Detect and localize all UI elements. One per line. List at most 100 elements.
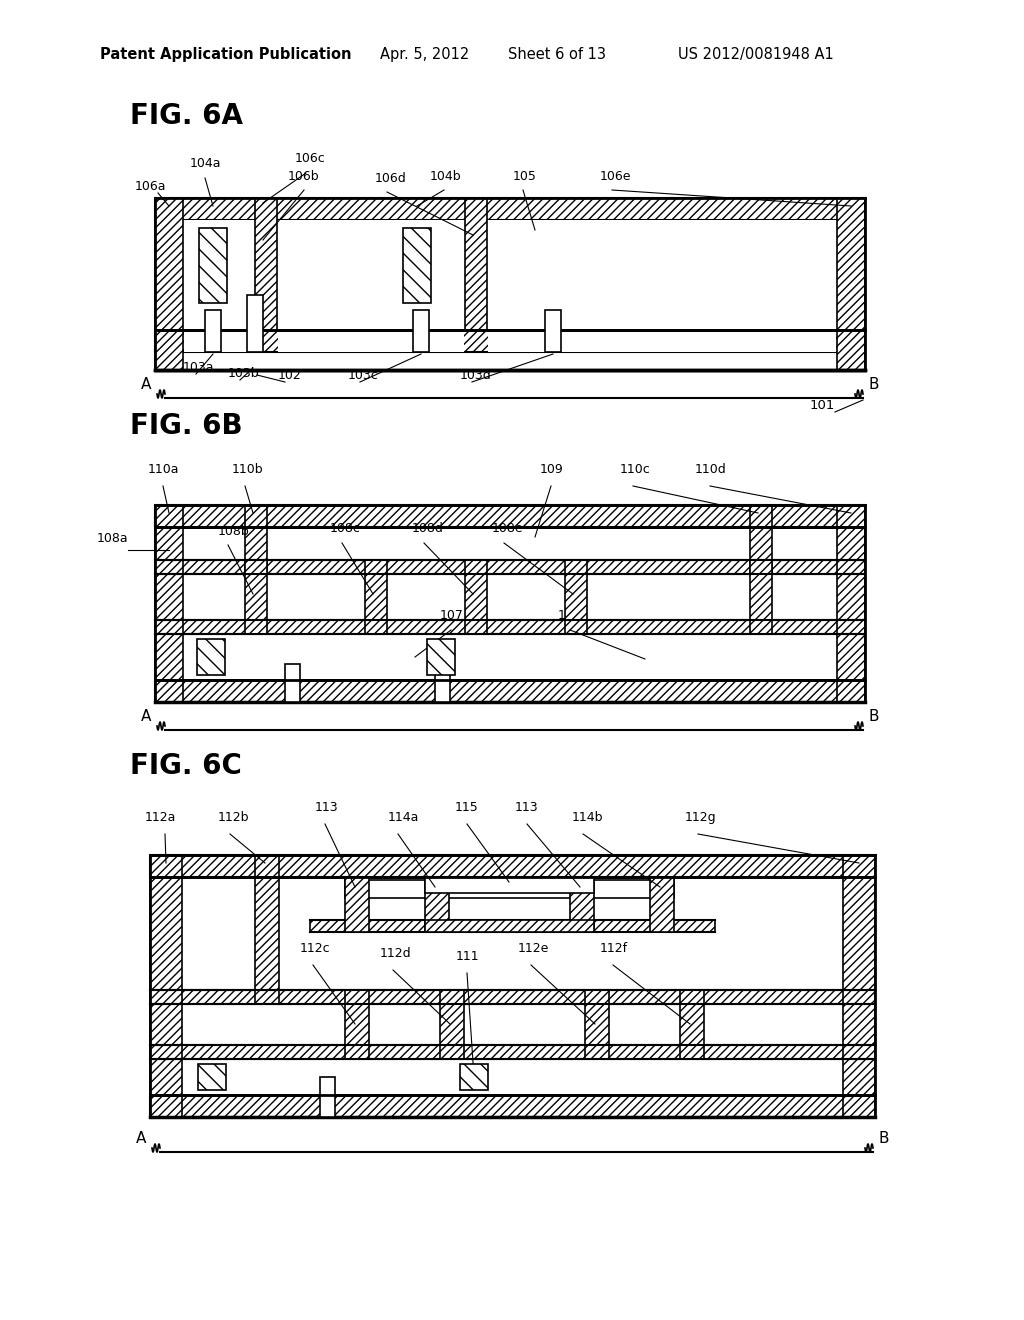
Text: B: B — [878, 1131, 889, 1146]
Bar — [184, 635, 244, 678]
Text: A: A — [141, 709, 152, 723]
Bar — [440, 990, 464, 1059]
Text: 108d: 108d — [412, 521, 443, 535]
Text: 103c: 103c — [348, 370, 379, 381]
Bar — [435, 664, 450, 702]
Text: 106c: 106c — [295, 152, 326, 165]
Text: 113: 113 — [515, 801, 539, 814]
Bar — [460, 1064, 488, 1090]
Bar — [680, 990, 705, 1059]
Text: 114a: 114a — [388, 810, 420, 824]
Text: FIG. 6C: FIG. 6C — [130, 752, 242, 780]
Text: 107: 107 — [440, 609, 464, 622]
Bar — [310, 920, 715, 932]
Text: Patent Application Publication: Patent Application Publication — [100, 48, 351, 62]
Bar — [843, 855, 874, 1117]
Bar — [425, 876, 449, 932]
Bar — [245, 506, 267, 574]
Text: A: A — [136, 1131, 146, 1146]
Bar — [319, 1077, 335, 1117]
Bar — [465, 198, 487, 330]
Bar — [155, 620, 865, 634]
Bar — [488, 330, 836, 352]
Bar — [773, 635, 836, 678]
Bar — [545, 310, 561, 352]
Text: 110a: 110a — [148, 463, 179, 477]
Bar — [750, 560, 772, 634]
Text: 111: 111 — [456, 950, 479, 964]
Bar — [488, 635, 564, 678]
Text: Apr. 5, 2012: Apr. 5, 2012 — [380, 48, 469, 62]
Text: 108e: 108e — [492, 521, 523, 535]
Bar — [155, 198, 183, 370]
Bar — [150, 855, 182, 1117]
Text: A: A — [141, 378, 152, 392]
Text: 105: 105 — [513, 170, 537, 183]
Bar — [403, 228, 431, 304]
Bar — [184, 330, 254, 352]
Bar — [268, 635, 364, 678]
Text: B: B — [868, 709, 879, 723]
Text: 108c: 108c — [330, 521, 360, 535]
Bar — [247, 294, 263, 352]
Bar — [156, 220, 864, 330]
Bar — [155, 198, 865, 220]
Bar — [245, 560, 267, 634]
Text: 103d: 103d — [460, 370, 492, 381]
Text: 106b: 106b — [288, 170, 319, 183]
Text: 112e: 112e — [518, 942, 549, 954]
Bar — [278, 330, 464, 352]
Text: Sheet 6 of 13: Sheet 6 of 13 — [508, 48, 606, 62]
Bar — [585, 990, 609, 1059]
Bar — [345, 880, 674, 898]
Bar — [150, 990, 874, 1005]
Text: 106e: 106e — [600, 170, 632, 183]
Bar — [155, 560, 865, 574]
Bar — [413, 310, 429, 352]
Text: 106d: 106d — [375, 172, 407, 185]
Text: 108f: 108f — [558, 609, 587, 622]
Text: 106a: 106a — [135, 180, 167, 193]
Text: 112c: 112c — [300, 942, 331, 954]
Bar — [837, 506, 865, 702]
Text: 110b: 110b — [232, 463, 263, 477]
Text: 108b: 108b — [218, 525, 250, 539]
Text: 113: 113 — [315, 801, 339, 814]
Text: 108a: 108a — [96, 532, 128, 545]
Text: FIG. 6A: FIG. 6A — [130, 102, 243, 129]
Text: 112g: 112g — [685, 810, 717, 824]
Bar — [570, 876, 594, 932]
Bar — [151, 876, 874, 920]
Bar — [425, 876, 594, 894]
Text: 110c: 110c — [620, 463, 650, 477]
Bar — [150, 855, 874, 876]
Text: 102: 102 — [278, 370, 302, 381]
Bar — [465, 560, 487, 634]
Text: US 2012/0081948 A1: US 2012/0081948 A1 — [678, 48, 834, 62]
Bar — [345, 990, 369, 1059]
Bar — [837, 198, 865, 370]
Bar — [151, 1059, 874, 1096]
Text: 103a: 103a — [183, 360, 214, 374]
Bar — [183, 1005, 254, 1044]
Text: 112d: 112d — [380, 946, 412, 960]
Text: 101: 101 — [810, 399, 836, 412]
Text: 112a: 112a — [145, 810, 176, 824]
Bar — [155, 506, 865, 527]
Bar — [565, 560, 587, 634]
Bar — [427, 639, 455, 675]
Bar — [155, 506, 183, 702]
Bar — [425, 920, 594, 932]
Text: B: B — [868, 378, 879, 392]
Bar — [198, 1064, 226, 1090]
Text: 114b: 114b — [572, 810, 603, 824]
Text: 110d: 110d — [695, 463, 727, 477]
Text: 112b: 112b — [218, 810, 250, 824]
Text: 109: 109 — [540, 463, 564, 477]
Bar — [151, 932, 874, 990]
Bar — [156, 574, 864, 680]
Bar — [345, 876, 369, 932]
Bar — [156, 527, 864, 560]
Bar — [155, 680, 865, 702]
Text: 103b: 103b — [228, 367, 260, 380]
